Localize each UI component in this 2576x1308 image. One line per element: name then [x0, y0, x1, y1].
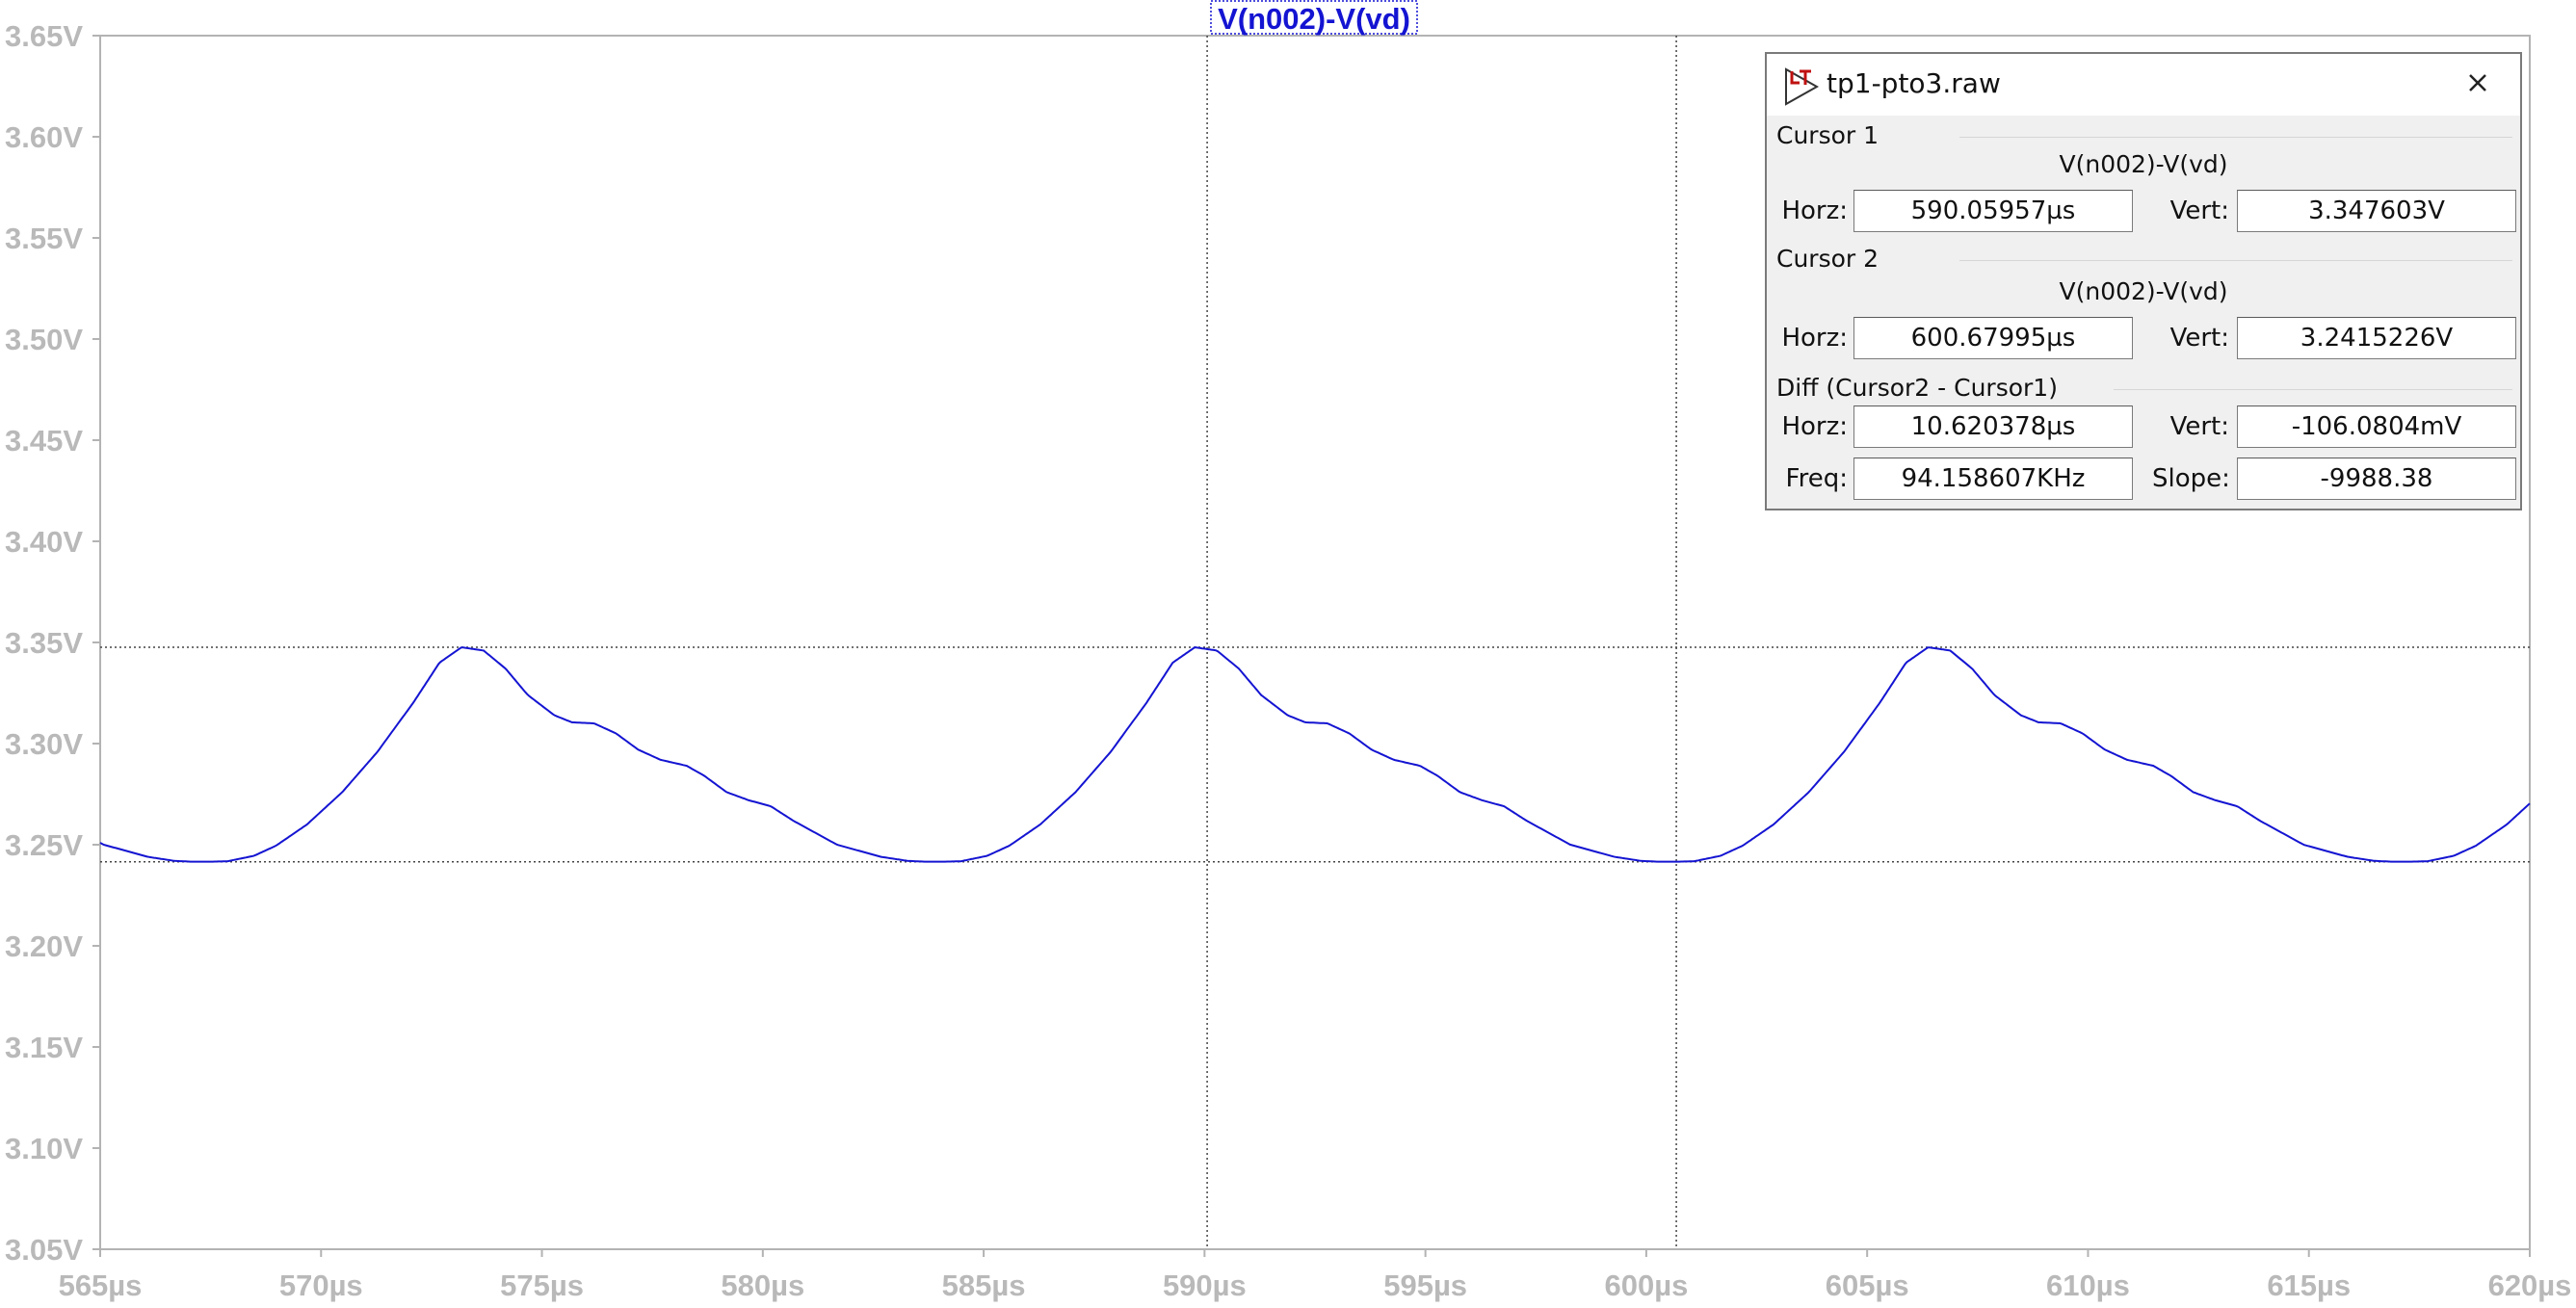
y-tick-label: 3.65V: [5, 19, 83, 53]
x-axis: 565µs 570µs 575µs 580µs 585µs 590µs 595µs 600µs…: [59, 1249, 2572, 1302]
y-tick-label: 3.15V: [5, 1031, 83, 1064]
cursor-dialog[interactable]: tp1-pto3.raw Cursor 1 V(n002)-V(vd) Horz…: [1765, 52, 2522, 510]
x-tick-label: 605µs: [1826, 1269, 1909, 1302]
cursor1-horz-label: Horz:: [1781, 196, 1848, 225]
diff-slope-label: Slope:: [2152, 464, 2230, 493]
y-tick-label: 3.10V: [5, 1132, 83, 1165]
diff-slope-field[interactable]: -9988.38: [2237, 458, 2516, 500]
cursor1-vert-label: Vert:: [2169, 196, 2229, 225]
diff-vert-label: Vert:: [2169, 412, 2229, 441]
dialog-header[interactable]: tp1-pto3.raw: [1767, 54, 2520, 116]
cursor2-heading: Cursor 2: [1776, 245, 1879, 273]
x-tick-label: 585µs: [942, 1269, 1026, 1302]
cursor2-horz-label: Horz:: [1781, 324, 1848, 353]
y-tick-label: 3.20V: [5, 929, 83, 963]
diff-vert-field[interactable]: -106.0804mV: [2237, 405, 2516, 448]
close-icon[interactable]: [2458, 64, 2497, 102]
y-axis: 3.65V 3.60V 3.55V 3.50V 3.45V 3.40V 3.35V 3.30V…: [5, 19, 100, 1267]
trace-title-text[interactable]: V(n002)-V(vd): [1218, 2, 1410, 36]
y-tick-label: 3.40V: [5, 525, 83, 559]
dialog-title: tp1-pto3.raw: [1827, 67, 2001, 99]
divider: [1959, 260, 2512, 261]
cursor-lines[interactable]: [100, 36, 2530, 1249]
x-tick-label: 580µs: [721, 1269, 804, 1302]
y-tick-label: 3.50V: [5, 323, 83, 356]
y-tick-label: 3.30V: [5, 727, 83, 761]
diff-horz-label: Horz:: [1781, 412, 1848, 441]
cursor2-vert-label: Vert:: [2169, 324, 2229, 353]
trace-title[interactable]: V(n002)-V(vd): [1210, 0, 1418, 36]
cursor1-heading: Cursor 1: [1776, 121, 1879, 149]
x-tick-label: 615µs: [2267, 1269, 2351, 1302]
y-tick-label: 3.55V: [5, 222, 83, 255]
x-tick-label: 570µs: [279, 1269, 363, 1302]
diff-freq-label: Freq:: [1785, 464, 1848, 493]
x-tick-label: 610µs: [2046, 1269, 2130, 1302]
y-tick-label: 3.60V: [5, 120, 83, 154]
x-tick-label: 620µs: [2488, 1269, 2572, 1302]
divider: [1959, 137, 2512, 138]
cursor2-trace: V(n002)-V(vd): [2059, 277, 2228, 305]
cursor1-horz-field[interactable]: 590.05957µs: [1853, 190, 2133, 232]
diff-horz-field[interactable]: 10.620378µs: [1853, 405, 2133, 448]
y-tick-label: 3.05V: [5, 1233, 83, 1267]
diff-freq-field[interactable]: 94.158607KHz: [1853, 458, 2133, 500]
x-tick-label: 590µs: [1163, 1269, 1247, 1302]
cursor2-horz-field[interactable]: 600.67995µs: [1853, 317, 2133, 359]
y-tick-label: 3.35V: [5, 626, 83, 660]
x-tick-label: 565µs: [59, 1269, 143, 1302]
trace-line[interactable]: [99, 646, 2531, 863]
x-tick-label: 595µs: [1383, 1269, 1467, 1302]
diff-heading: Diff (Cursor2 - Cursor1): [1776, 374, 2058, 402]
divider: [2114, 389, 2512, 390]
cursor2-vert-field[interactable]: 3.2415226V: [2237, 317, 2516, 359]
ltspice-logo-icon: [1785, 67, 1820, 106]
y-tick-label: 3.25V: [5, 828, 83, 862]
x-tick-label: 600µs: [1604, 1269, 1688, 1302]
y-tick-label: 3.45V: [5, 424, 83, 458]
x-tick-label: 575µs: [500, 1269, 584, 1302]
cursor1-vert-field[interactable]: 3.347603V: [2237, 190, 2516, 232]
cursor1-trace: V(n002)-V(vd): [2059, 150, 2228, 178]
